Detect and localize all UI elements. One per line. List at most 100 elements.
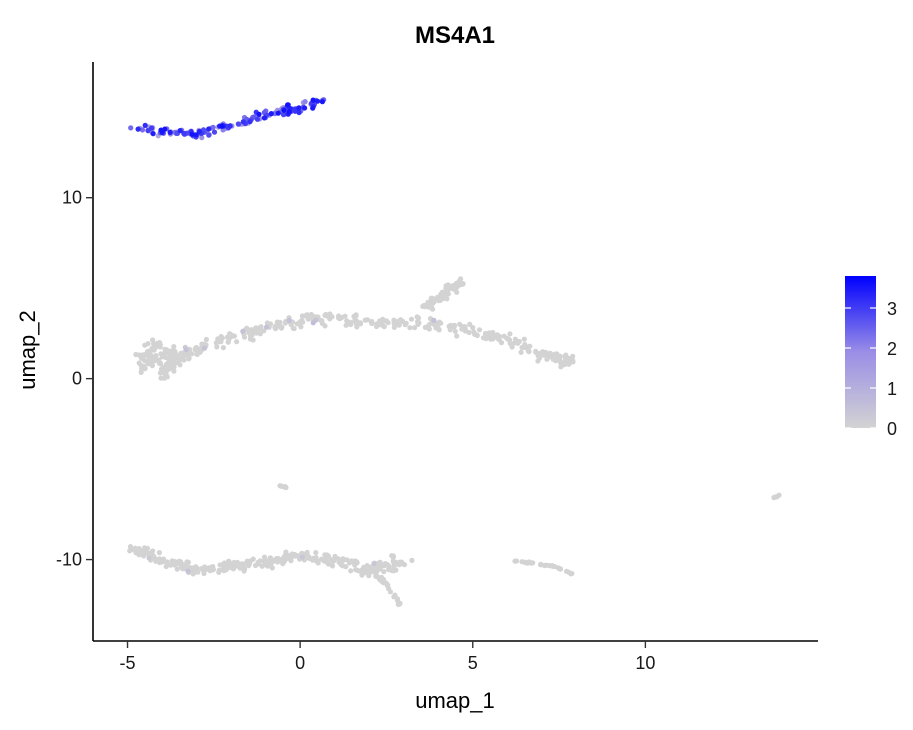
data-point [391, 318, 397, 324]
data-point [284, 555, 290, 562]
chart-title: MS4A1 [415, 22, 495, 49]
data-point [157, 360, 164, 366]
data-point [189, 131, 195, 137]
data-point [537, 355, 543, 361]
data-point [460, 281, 466, 287]
data-point [569, 570, 575, 577]
data-point [184, 559, 190, 565]
colorbar-ticks: 0 1 2 3 [845, 299, 897, 439]
data-point [337, 316, 343, 322]
colorbar-tick-label: 1 [887, 379, 897, 399]
data-point [268, 111, 274, 117]
data-point [398, 317, 404, 323]
data-point [496, 337, 502, 343]
data-point [261, 328, 267, 334]
data-point [186, 356, 192, 362]
data-point [318, 318, 324, 324]
data-point [354, 324, 360, 330]
data-point [178, 564, 184, 570]
data-point [265, 562, 271, 568]
data-point [776, 492, 782, 498]
data-point [408, 316, 415, 322]
data-point [165, 355, 171, 361]
data-point [136, 546, 142, 552]
data-point [164, 559, 170, 565]
data-point [196, 128, 202, 135]
data-point [424, 324, 430, 330]
data-point [206, 126, 212, 132]
data-point [546, 563, 553, 569]
data-point [146, 555, 152, 561]
x-tick-label: 5 [468, 653, 478, 673]
data-point [220, 345, 226, 351]
data-point [467, 321, 473, 327]
data-point [299, 313, 305, 319]
data-point [172, 360, 179, 366]
data-point [180, 354, 187, 360]
data-point [476, 327, 483, 333]
data-point [310, 105, 316, 111]
data-point [216, 569, 222, 575]
data-point [547, 350, 553, 356]
data-point [181, 130, 187, 137]
data-point [298, 324, 304, 330]
data-point [486, 331, 492, 337]
data-point [231, 561, 237, 567]
data-point [190, 571, 196, 577]
data-point [439, 289, 445, 295]
data-point [402, 322, 408, 328]
x-axis-title: umap_1 [415, 688, 495, 713]
data-point [302, 99, 308, 105]
data-point [423, 303, 429, 309]
data-point [533, 348, 539, 354]
data-point [512, 336, 519, 342]
data-point [354, 559, 360, 565]
data-point [271, 558, 277, 564]
data-point [174, 566, 180, 572]
x-tick-label: -5 [120, 653, 136, 673]
data-point [225, 339, 231, 345]
data-point [142, 342, 148, 348]
data-point [401, 562, 408, 568]
data-point [390, 554, 396, 560]
data-point [254, 116, 261, 122]
data-point [214, 344, 220, 350]
data-point [513, 558, 520, 564]
data-point [234, 339, 240, 345]
x-tick-label: 10 [635, 653, 655, 673]
data-point [183, 347, 189, 353]
data-point [380, 316, 386, 322]
scatter-points [127, 97, 782, 608]
data-point [139, 366, 145, 372]
data-point [299, 554, 305, 560]
data-point [253, 330, 259, 336]
data-point [313, 550, 319, 556]
data-point [247, 119, 253, 125]
data-point [168, 562, 174, 568]
data-point [185, 568, 191, 574]
data-point [163, 563, 169, 570]
data-point [412, 325, 418, 331]
colorbar-tick-label: 3 [887, 299, 897, 319]
data-point [564, 568, 570, 575]
data-point [278, 325, 284, 331]
data-point [264, 320, 270, 326]
data-point [387, 589, 393, 595]
data-point [158, 351, 164, 357]
data-point [518, 349, 524, 355]
data-point [162, 372, 169, 378]
data-point [241, 334, 248, 340]
data-point [323, 311, 329, 318]
data-point [286, 317, 292, 324]
data-point [255, 561, 261, 567]
data-point [162, 126, 168, 132]
data-point [541, 562, 548, 569]
data-point [147, 550, 153, 556]
data-point [381, 324, 387, 330]
data-point [227, 123, 233, 129]
data-point [376, 560, 382, 566]
data-point [452, 328, 458, 334]
data-point [342, 313, 348, 319]
data-point [369, 320, 375, 327]
